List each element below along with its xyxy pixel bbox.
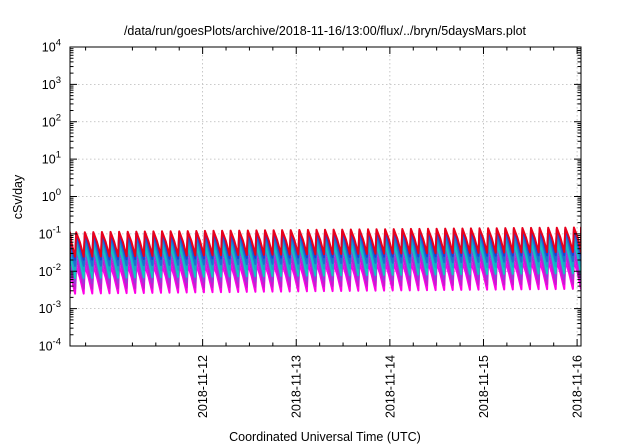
x-tick-label: 2018-11-14 xyxy=(383,355,397,418)
y-tick-label: 102 xyxy=(42,112,61,129)
x-tick-label: 2018-11-12 xyxy=(196,355,210,418)
y-tick-label: 104 xyxy=(42,38,61,55)
y-tick-label: 10-2 xyxy=(39,262,61,279)
series-layer xyxy=(70,226,581,295)
y-tick-label: 100 xyxy=(42,187,61,204)
x-tick-label: 2018-11-15 xyxy=(477,355,491,418)
x-tick-label: 2018-11-13 xyxy=(290,355,304,418)
tick-layer: 10-4 10-3 10-2 10-1 100 101 102 103 104 2018-11-1… xyxy=(39,38,585,419)
y-tick-label: 10-3 xyxy=(39,299,61,316)
y-tick-label: 101 xyxy=(42,150,61,167)
chart-title: /data/run/goesPlots/archive/2018-11-16/1… xyxy=(124,24,527,38)
y-tick-label: 10-1 xyxy=(39,224,61,241)
y-tick-label: 10-4 xyxy=(39,337,61,354)
grid-layer xyxy=(70,47,581,346)
y-axis-label: cSv/day xyxy=(11,174,25,219)
x-tick-label: 2018-11-16 xyxy=(571,355,585,418)
x-axis-label: Coordinated Universal Time (UTC) xyxy=(229,430,421,444)
data-series-line xyxy=(70,226,581,258)
y-tick-label: 103 xyxy=(42,75,61,92)
